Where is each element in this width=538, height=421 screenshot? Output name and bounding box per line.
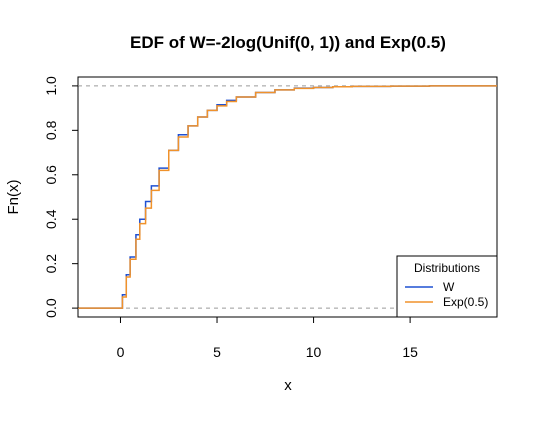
legend-title: Distributions xyxy=(414,261,480,275)
series-line-exp xyxy=(78,85,497,309)
y-axis-label: Fn(x) xyxy=(5,180,22,215)
x-tick-label: 15 xyxy=(402,344,418,360)
legend: Distributions W Exp(0.5) xyxy=(396,255,498,318)
reference-lines xyxy=(78,85,497,309)
x-tick-label: 5 xyxy=(213,344,221,360)
y-axis: 0.0 0.2 0.4 0.6 0.8 1.0 xyxy=(43,76,79,318)
series-layer xyxy=(78,85,497,309)
legend-label-w: W xyxy=(443,280,455,294)
y-tick-label: 0.0 xyxy=(43,298,59,318)
y-tick-label: 1.0 xyxy=(43,76,59,96)
x-axis-label: x xyxy=(284,377,292,394)
y-tick-label: 0.2 xyxy=(43,254,59,274)
legend-label-exp: Exp(0.5) xyxy=(443,295,488,309)
chart-title: EDF of W=-2log(Unif(0, 1)) and Exp(0.5) xyxy=(130,33,446,52)
y-tick-label: 0.6 xyxy=(43,165,59,185)
x-axis: 0 5 10 15 xyxy=(117,316,418,360)
x-tick-label: 10 xyxy=(306,344,322,360)
y-tick-label: 0.8 xyxy=(43,120,59,140)
y-tick-label: 0.4 xyxy=(43,209,59,229)
x-tick-label: 0 xyxy=(117,344,125,360)
